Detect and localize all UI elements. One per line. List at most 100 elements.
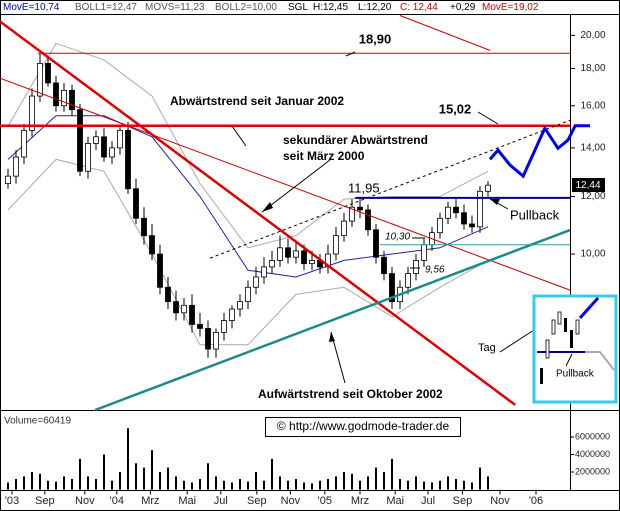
volume-bar [111, 480, 113, 490]
volume-bar [271, 458, 273, 490]
price-box [572, 178, 605, 192]
candle-body [333, 235, 339, 255]
volume-bar [231, 482, 233, 490]
volume-bar [127, 428, 129, 490]
volume-bar [7, 482, 9, 490]
x-tick-label: '05 [318, 495, 332, 507]
x-tick-label: '06 [529, 495, 543, 507]
arrow [499, 329, 535, 353]
volume-bar [199, 479, 201, 490]
candle-body [205, 328, 211, 350]
volume-bar [263, 480, 265, 490]
inset-candle [564, 318, 567, 332]
candle-body [405, 273, 411, 288]
volume-bar [183, 480, 185, 490]
volume-bar [151, 450, 153, 490]
volume-bar [359, 480, 361, 490]
candle-body [453, 206, 459, 214]
candle-body [85, 143, 91, 172]
candle-body [365, 209, 371, 231]
volume-label: Volume=60419 [4, 416, 71, 427]
annotation: Tag [478, 342, 496, 354]
volume-bar [223, 480, 225, 490]
annotation: Abwärtstrend seit Januar 2002 [170, 94, 344, 108]
candle-body [477, 190, 483, 228]
line [7, 42, 489, 249]
volume-bar [343, 472, 345, 490]
annotation: sekundärer Abwärtstrend [283, 133, 428, 147]
candle-body [469, 223, 475, 228]
candle-body [21, 129, 27, 158]
arrowheads [262, 199, 500, 342]
candle-body [29, 95, 35, 131]
candle-body [45, 62, 51, 84]
arrowhead [490, 199, 500, 205]
y-tick-label: 18,00 [580, 63, 605, 74]
volume-bar [215, 476, 217, 490]
annotation: 15,02 [439, 101, 472, 116]
inset-candle [551, 319, 556, 335]
volume-bar [247, 481, 249, 490]
candle-body [149, 235, 155, 255]
x-tick-label: Sep [247, 495, 267, 507]
volume-bar [79, 458, 81, 490]
volume-bar [455, 479, 457, 490]
volume-bar [319, 480, 321, 490]
y-tick-label: 16,00 [580, 100, 605, 111]
volume-bar [431, 482, 433, 490]
volume-bar [335, 476, 337, 490]
candle-body [277, 247, 283, 261]
candle-body [485, 184, 491, 192]
legend-entry: L:12,20 [358, 2, 392, 13]
volume-bar [415, 476, 417, 490]
inset-candle [557, 311, 562, 325]
volume-tick-label: 4000000 [575, 449, 610, 459]
candle-body [357, 206, 363, 211]
inset-line [578, 296, 600, 320]
arrowhead [262, 202, 273, 212]
candle-body [189, 304, 195, 325]
price-label: 12,44 [575, 180, 600, 191]
candle-body [229, 308, 235, 321]
volume-bar [71, 479, 73, 490]
volume-bar [159, 472, 161, 490]
volume-bar [399, 479, 401, 490]
annotation: 11,95 [348, 180, 380, 195]
volume-bar [31, 472, 33, 490]
volume-bar [383, 472, 385, 490]
x-tick-label: Mai [386, 495, 404, 507]
candle-body [341, 220, 347, 237]
x-tick-label: Jul [214, 495, 228, 507]
annotation: 9,56 [425, 265, 445, 276]
volume-tick-label: 2000000 [575, 466, 610, 476]
candle-body [293, 250, 299, 258]
arrow [261, 159, 331, 213]
volume-bar [367, 476, 369, 490]
candle-body [349, 206, 355, 222]
candle-body [373, 229, 379, 258]
volume-bar [135, 463, 137, 490]
candle-body [117, 129, 123, 149]
annotation: Pullback [556, 369, 595, 380]
candle-body [301, 250, 307, 265]
candle-body [413, 260, 419, 274]
volume-bar [175, 476, 177, 490]
volume-bar [47, 480, 49, 490]
x-tick-label: '03 [5, 495, 19, 507]
volume-bar [303, 482, 305, 490]
annotation: Aufwärtstrend seit Oktober 2002 [258, 387, 443, 401]
volume-bar [407, 480, 409, 490]
x-tick-label: Sep [453, 495, 473, 507]
annotation: 18,90 [359, 31, 392, 46]
candle-body [141, 217, 147, 237]
candle-body [157, 253, 163, 288]
volume-bar [23, 476, 25, 490]
candle-body [237, 301, 243, 310]
volume-bar [103, 454, 105, 490]
candle-body [5, 175, 11, 185]
volume-bar [287, 480, 289, 490]
candle-body [421, 244, 427, 261]
candle-body [109, 147, 115, 158]
candle-body [133, 188, 139, 219]
candle-body [125, 129, 131, 190]
